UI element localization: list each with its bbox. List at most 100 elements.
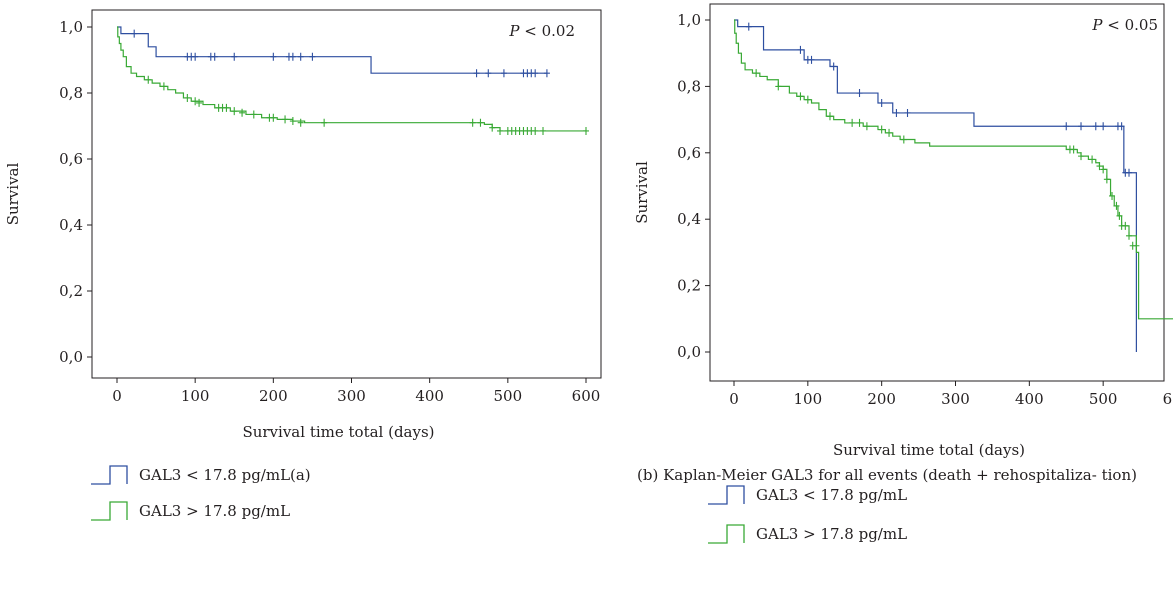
chart-a-series-low-censor-mark — [543, 69, 550, 78]
chart-a-x-tick-label: 0 — [112, 387, 122, 405]
chart-b-series-high-censor-mark — [900, 135, 907, 144]
kaplan-meier-chart-a: 0 100 200 300 400 500 600 0,0 0,2 0,4 0,6 0,8 1,0 Sur… — [4, 9, 602, 441]
legend-item-low-b: GAL3 < 17.8 pg/mL — [707, 484, 907, 506]
chart-a-series-high-censor-mark — [297, 118, 304, 127]
chart-a-series-low-line — [117, 26, 547, 74]
chart-a-series-high-censor-mark — [184, 93, 191, 102]
caption-a: (a) — [290, 466, 311, 484]
chart-a-x-tick-label: 400 — [415, 387, 444, 405]
chart-a-series-low-censor-mark — [231, 52, 238, 61]
chart-a-x-tick-label: 200 — [259, 387, 288, 405]
chart-a-series-high-censor-mark — [583, 126, 589, 135]
chart-a-series-low-censor-mark — [211, 52, 218, 61]
chart-b-series-high-censor-mark — [797, 92, 804, 101]
chart-a-y-tick-label: 1,0 — [59, 18, 83, 36]
chart-b-y-tick-label: 0,8 — [677, 77, 701, 95]
chart-b-x-tick-label: 300 — [941, 390, 970, 408]
chart-b-series-high-line — [734, 19, 1173, 320]
chart-a-y-axis-label: Survival — [4, 163, 22, 226]
chart-b-series-high-censor-mark — [856, 118, 863, 127]
chart-b-x-tick-label: 400 — [1015, 390, 1044, 408]
chart-a-series-low-censor-mark — [309, 52, 316, 61]
chart-b-series-high-censor-mark — [804, 95, 811, 104]
chart-b-x-tick-label: 600 — [1163, 390, 1173, 408]
chart-b-y-tick-label: 0,6 — [677, 144, 701, 162]
chart-b-series-high-censor-mark — [1126, 231, 1133, 240]
chart-a-series-low-censor-mark — [473, 69, 480, 78]
chart-b-y-tick-label: 1,0 — [677, 11, 701, 29]
chart-b-series-low-censor-mark — [878, 99, 885, 107]
chart-a-series-high-censor-mark — [160, 82, 167, 91]
chart-b-series-high-censor-mark — [1078, 152, 1085, 161]
panel-b: 0 100 200 300 400 500 600 0,0 0,2 0,4 0,6 0,8 1,0 Sur… — [600, 0, 1173, 592]
chart-b-series-high-censor-mark — [1100, 165, 1107, 174]
chart-b-y-tick-label: 0,4 — [677, 210, 701, 228]
legend-swatch — [708, 524, 745, 544]
chart-a-series-high-censor-mark — [489, 123, 496, 132]
chart-a-x-tick-label: 100 — [181, 387, 210, 405]
chart-a-series-high-censor-mark — [196, 98, 203, 107]
chart-b-series-high-censor-mark — [753, 69, 760, 78]
chart-a-series-high-censor-mark — [321, 118, 328, 127]
chart-a-series-low-censor-mark — [289, 52, 296, 61]
chart-a-series-low-censor-mark — [192, 52, 199, 61]
chart-b-y-tick-label: 0,0 — [677, 343, 701, 361]
chart-b-x-tick-label: 100 — [794, 390, 823, 408]
chart-a-series-high-censor-mark — [145, 75, 152, 84]
legend-label: GAL3 > 17.8 pg/mL — [139, 502, 291, 520]
chart-a-series-high-censor-mark — [282, 115, 289, 124]
legend-item-high-b: GAL3 > 17.8 pg/mL — [707, 523, 907, 545]
chart-a-series-low-censor-mark — [270, 52, 277, 61]
chart-b-series-high-censor-mark — [878, 125, 885, 134]
chart-a-series-low-censor-mark — [532, 69, 539, 78]
panel-a: 0 100 200 300 400 500 600 0,0 0,2 0,4 0,6 0,8 1,0 Sur… — [4, 9, 602, 522]
chart-a-series-high-censor-mark — [289, 117, 296, 126]
chart-a-series-high-censor-mark — [239, 108, 246, 117]
chart-a-series-high-censor-mark — [231, 107, 238, 116]
chart-b-series-low-censor-mark — [808, 55, 815, 64]
chart-b-x-axis-label: Survival time total (days) — [833, 441, 1025, 459]
chart-b-series-high-censor-mark — [1096, 162, 1103, 171]
chart-a-series-high-censor-mark — [223, 103, 230, 112]
chart-a-series-high-censor-mark — [540, 126, 547, 135]
legend-label: GAL3 > 17.8 pg/mL — [756, 525, 908, 543]
chart-b-series-low-censor-mark — [1092, 122, 1099, 131]
chart-a-series-high-censor-mark — [532, 126, 539, 135]
chart-b-series-high-censor-mark — [1109, 191, 1116, 200]
chart-a-series-high-censor-mark — [250, 110, 257, 119]
chart-a-series-high-censor-mark — [497, 126, 504, 135]
chart-a-x-tick-label: 500 — [494, 387, 523, 405]
chart-b-x-tick-label: 500 — [1089, 390, 1118, 408]
chart-b-series-high-censor-mark — [1089, 155, 1096, 164]
legend-label: GAL3 < 17.8 pg/mL — [139, 466, 291, 484]
chart-b-series-low-censor-mark — [893, 108, 900, 117]
chart-b-series-high-censor-mark — [886, 128, 893, 137]
chart-a-y-tick-label: 0,2 — [59, 282, 83, 300]
chart-b-series-high-censor-mark — [775, 82, 782, 91]
chart-a-x-tick-label: 600 — [572, 387, 601, 405]
chart-a-plot-frame — [91, 9, 602, 379]
chart-a-series-high-censor-mark — [270, 113, 277, 122]
chart-b-p-value-annotation: P < 0.05 — [1091, 16, 1158, 34]
chart-b-y-tick-label: 0,2 — [677, 277, 701, 295]
chart-b-y-axis-label: Survival — [633, 161, 651, 224]
legend-swatch — [91, 501, 128, 521]
legend-item-low-a: GAL3 < 17.8 pg/mL — [90, 464, 290, 486]
chart-a-series-high-censor-mark — [469, 118, 476, 127]
chart-a-series-high-censor-mark — [477, 118, 484, 127]
chart-a-series-high-line — [117, 26, 586, 132]
chart-b-series-high-censor-mark — [1113, 201, 1120, 210]
chart-b-series-high-censor-mark — [1122, 221, 1129, 230]
chart-b-series-high-censor-mark — [1133, 241, 1140, 250]
chart-a-series-low-censor-mark — [500, 69, 507, 78]
chart-b-series-low-censor-mark — [1078, 122, 1085, 131]
legend-item-high-a: GAL3 > 17.8 pg/mL — [90, 500, 290, 522]
chart-a-series-low-censor-mark — [297, 52, 304, 61]
chart-b-series-low-line — [734, 19, 1137, 352]
chart-b-plot-frame — [709, 3, 1165, 382]
chart-b-x-tick-label: 0 — [729, 390, 739, 408]
chart-b-series-low-censor-mark — [904, 108, 911, 117]
chart-b-series-low-censor-mark — [1100, 122, 1107, 131]
chart-b-x-tick-label: 200 — [867, 390, 896, 408]
caption-b: (b) Kaplan-Meier GAL3 for all events (de… — [637, 466, 1137, 484]
